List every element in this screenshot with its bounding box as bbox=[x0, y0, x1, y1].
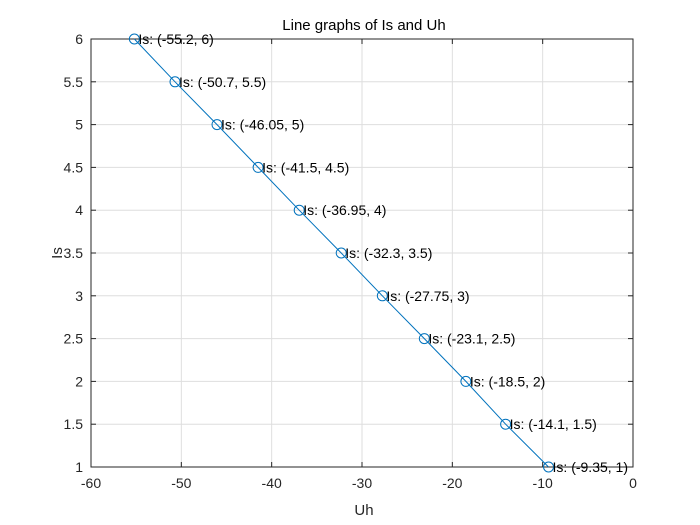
series-line bbox=[133, 38, 549, 468]
x-tick-label: -50 bbox=[171, 475, 191, 491]
data-label: Is: (-55.2, 6) bbox=[138, 31, 213, 47]
y-tick-label: 2.5 bbox=[64, 331, 84, 347]
x-tick-label: 0 bbox=[629, 475, 637, 491]
x-tick-label: -40 bbox=[262, 475, 282, 491]
data-point bbox=[169, 76, 181, 88]
x-tick-label: -30 bbox=[352, 475, 372, 491]
data-point bbox=[211, 119, 223, 131]
data-point bbox=[376, 290, 388, 302]
data-label: Is: (-14.1, 1.5) bbox=[510, 416, 597, 432]
data-point bbox=[418, 333, 430, 345]
x-tick-label: -20 bbox=[442, 475, 462, 491]
data-label: Is: (-23.1, 2.5) bbox=[428, 331, 515, 347]
data-point bbox=[252, 161, 264, 173]
series bbox=[128, 33, 555, 473]
data-point bbox=[293, 204, 305, 216]
y-tick-label: 6 bbox=[75, 31, 83, 47]
data-labels: Is: (-55.2, 6) Is: (-50.7, 5.5) Is: (-46.0… bbox=[138, 31, 628, 475]
data-point bbox=[460, 375, 472, 387]
data-label: Is: (-46.05, 5) bbox=[221, 117, 304, 133]
y-tick-label: 4 bbox=[75, 202, 83, 218]
y-tick-label: 5.5 bbox=[64, 74, 84, 90]
y-tick-label: 1 bbox=[75, 459, 83, 475]
data-label: Is: (-18.5, 2) bbox=[470, 373, 545, 389]
x-tick-label: -60 bbox=[81, 475, 101, 491]
x-axis-title: Uh bbox=[354, 502, 373, 519]
ticks: -60 -50 -40 -30 -20 -10 0 1 1.5 2 2.5 3 3.5 4 4.5 5 5.5 6 bbox=[64, 31, 638, 491]
data-label: Is: (-50.7, 5.5) bbox=[179, 74, 266, 90]
data-label: Is: (-27.75, 3) bbox=[386, 288, 469, 304]
y-tick-label: 3.5 bbox=[64, 245, 84, 261]
data-label: Is: (-9.35, 1) bbox=[553, 459, 628, 475]
data-label: Is: (-41.5, 4.5) bbox=[262, 159, 349, 175]
data-point bbox=[128, 33, 140, 45]
data-point bbox=[335, 247, 347, 259]
data-point bbox=[500, 418, 512, 430]
y-tick-label: 3 bbox=[75, 288, 83, 304]
y-tick-label: 4.5 bbox=[64, 159, 84, 175]
y-tick-label: 2 bbox=[75, 373, 83, 389]
data-label: Is: (-36.95, 4) bbox=[303, 202, 386, 218]
y-tick-label: 1.5 bbox=[64, 416, 84, 432]
data-label: Is: (-32.3, 3.5) bbox=[345, 245, 432, 261]
x-tick-label: -10 bbox=[533, 475, 553, 491]
chart-title: Line graphs of Is and Uh bbox=[282, 17, 445, 34]
y-tick-label: 5 bbox=[75, 117, 83, 133]
y-axis-title: Is bbox=[49, 247, 66, 259]
data-point bbox=[543, 461, 555, 473]
